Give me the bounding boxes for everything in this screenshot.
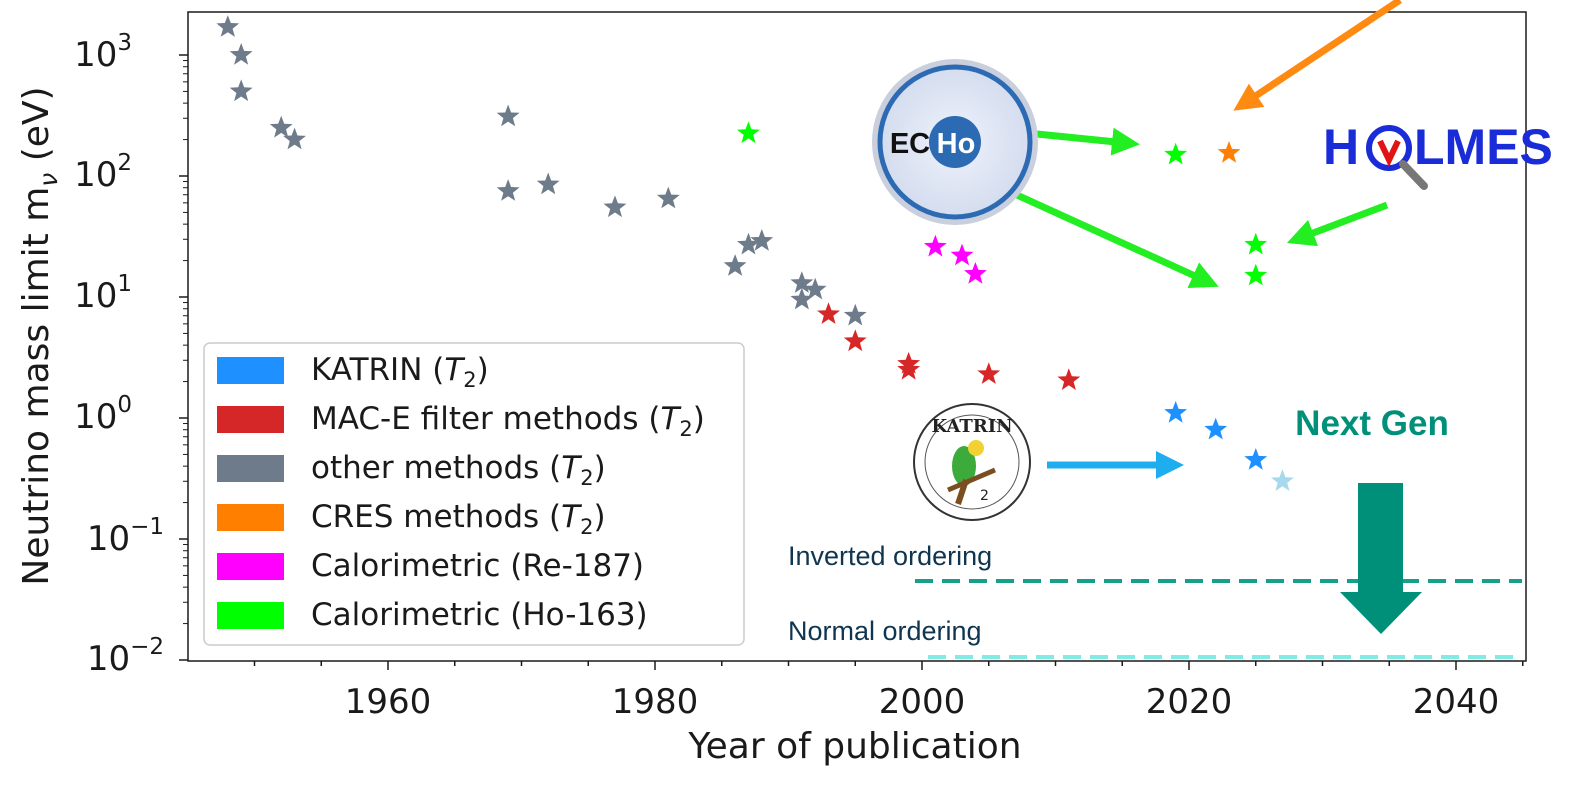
data-point-other-methods [790,287,814,310]
echo-logo-text-right: Ho [937,128,976,160]
y-tick-label: 103 [74,30,132,75]
x-axis-title: Year of publication [687,726,1021,767]
y-tick-label: 10−1 [87,514,164,559]
data-point-other-methods [283,127,306,150]
data-point-calorimetric-ho-163 [1164,142,1188,165]
data-point-other-methods [656,186,680,209]
data-point-other-methods [843,303,867,326]
y-tick-label: 10−2 [87,634,164,679]
legend-label-katrin: KATRIN (T2) [311,352,489,392]
y-axis-title: Neutrino mass limit mν (eV) [16,86,63,585]
x-tick-label: 2040 [1413,682,1500,722]
legend-label-ho163: Calorimetric (Ho-163) [311,597,648,633]
data-point-other-methods [269,115,293,138]
data-point-mac-e-filter-methods [1057,368,1081,390]
holmes-logo: H LMES [1323,119,1553,190]
x-tick-label: 2020 [1146,682,1233,722]
echo-arrow-upper [1036,127,1140,156]
data-point-calorimetric-ho-163 [1244,263,1268,286]
x-tick-label: 1960 [345,682,432,722]
data-point-other-methods [496,104,520,127]
axis-ticks [179,54,1524,670]
data-point-other-methods [750,229,774,251]
y-tick-label: 101 [74,271,132,316]
legend-swatch-katrin [217,357,284,384]
next-gen-arrow [1340,483,1422,634]
y-tick-label: 102 [74,150,132,195]
legend-swatch-ho163 [217,602,284,629]
next-gen-label: Next Gen [1295,404,1449,443]
x-tick-label: 1980 [612,682,699,722]
data-point-other-methods [216,15,240,37]
data-point-other-methods [536,172,560,195]
katrin-logo-subscript: 2 [980,488,989,504]
data-point-katrin [1164,401,1188,423]
legend-label-cres: CRES methods (T2) [311,499,606,539]
plot-frame [187,11,1527,662]
data-point-katrin [1244,448,1268,470]
data-point-calorimetric-re-187 [964,262,987,284]
data-point-other-methods [790,271,814,293]
data-point-mac-e-filter-methods [977,362,1001,384]
legend-label-mace: MAC-E filter methods (T2) [311,401,705,441]
katrin-logo: KATRIN 2 [913,403,1031,521]
data-point-mac-e-filter-methods [843,329,867,352]
y-tick-label: 100 [74,392,132,437]
echo-arrow-lower [1015,191,1219,288]
magnifier-icon [1366,125,1412,171]
normal-ordering-label: Normal ordering [788,616,982,646]
legend-label-other: other methods (T2) [311,450,606,490]
legend: KATRIN (T2) MAC-E filter methods (T2) ot… [203,342,745,646]
cres-arrow [1233,0,1402,111]
data-point-other-methods [737,232,760,255]
data-point-cres-methods [1217,141,1241,163]
holmes-logo-text-left: H [1323,119,1359,175]
inverted-ordering-label: Inverted ordering [788,541,992,571]
data-point-calorimetric-re-187 [923,234,947,257]
data-point-other-methods [229,43,253,65]
data-point-other-methods [803,277,827,300]
legend-label-re187: Calorimetric (Re-187) [311,548,644,584]
legend-swatch-re187 [217,553,284,580]
holmes-arrow [1286,201,1389,247]
katrin-logo-text: KATRIN [931,416,1012,437]
data-point-katrin [1204,417,1228,440]
legend-swatch-cres [217,504,284,531]
data-point-other-methods [603,195,627,218]
y-tick-labels: 103 102 101 100 10−1 10−2 [74,30,164,679]
holmes-logo-text-right: LMES [1414,119,1553,175]
data-point-other-methods [496,179,520,201]
data-point-other-methods [723,254,747,276]
data-point-other-methods [229,79,253,102]
data-point-calorimetric-ho-163 [737,121,760,144]
echo-logo-text-left: EC [890,128,930,160]
data-point-mac-e-filter-methods [817,302,840,324]
data-point-calorimetric-ho-163 [1244,232,1268,255]
echo-logo: EC Ho [872,59,1038,225]
x-tick-labels: 1960 1980 2000 2020 2040 [345,682,1500,722]
data-point-mac-e-filter-methods [897,357,921,380]
data-points [216,15,1294,491]
legend-swatch-other [217,455,284,482]
data-point-projection [1271,469,1294,491]
legend-swatch-mace [217,406,284,433]
x-tick-label: 2000 [879,682,966,722]
data-point-calorimetric-re-187 [950,243,974,266]
